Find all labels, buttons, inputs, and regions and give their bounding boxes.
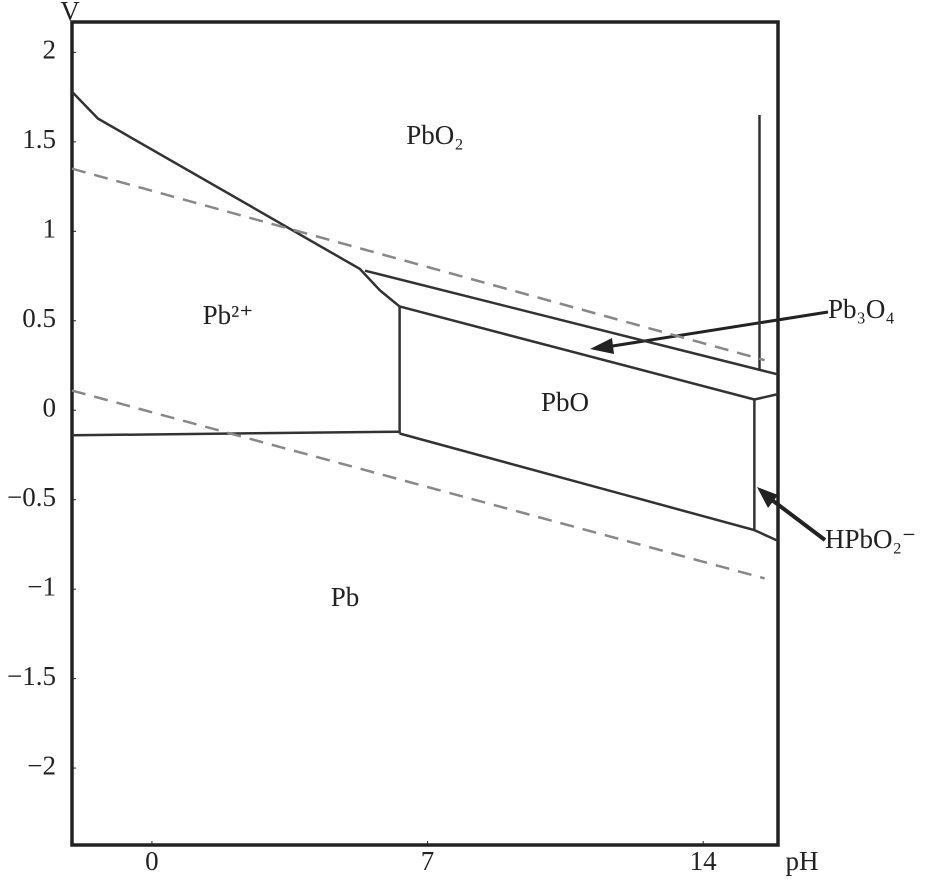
region-label: PbO bbox=[541, 387, 589, 417]
boundary-line bbox=[754, 392, 779, 401]
y-tick-label: 0.5 bbox=[22, 303, 56, 333]
boundary-line bbox=[399, 305, 755, 401]
boundary-line bbox=[399, 399, 756, 532]
region-label: PbO₂ bbox=[406, 120, 463, 150]
x-tick-label: 0 bbox=[145, 846, 159, 876]
x-tick-label: 14 bbox=[690, 846, 718, 876]
y-tick-label: 1 bbox=[43, 214, 57, 244]
region-label: Pb bbox=[331, 582, 360, 612]
arrow bbox=[599, 310, 829, 350]
boundary-line bbox=[364, 269, 779, 376]
arrow-head bbox=[590, 338, 614, 354]
plot-frame bbox=[70, 20, 780, 847]
arrow bbox=[762, 492, 827, 542]
boundary-line bbox=[71, 430, 400, 437]
y-tick-label: 1.5 bbox=[22, 124, 56, 154]
y-tick-label: −2 bbox=[27, 750, 56, 780]
boundary-line bbox=[753, 528, 779, 542]
arrow-head bbox=[757, 487, 778, 508]
x-axis-label: pH bbox=[786, 846, 819, 876]
region-label: Pb₃O₄ bbox=[828, 294, 895, 324]
region-label: HPbO₂⁻ bbox=[825, 524, 916, 554]
boundary-line bbox=[71, 90, 401, 308]
x-tick-label: 7 bbox=[421, 846, 435, 876]
y-tick-label: 2 bbox=[43, 35, 57, 65]
y-tick-label: 0 bbox=[43, 392, 57, 422]
y-tick-label: −0.5 bbox=[7, 482, 56, 512]
y-axis-label: V bbox=[60, 0, 80, 26]
y-tick-label: −1.5 bbox=[7, 661, 56, 691]
y-tick-label: −1 bbox=[27, 571, 56, 601]
region-label: Pb²⁺ bbox=[203, 300, 254, 330]
boundary-line bbox=[71, 389, 765, 580]
boundary-line bbox=[71, 167, 765, 362]
